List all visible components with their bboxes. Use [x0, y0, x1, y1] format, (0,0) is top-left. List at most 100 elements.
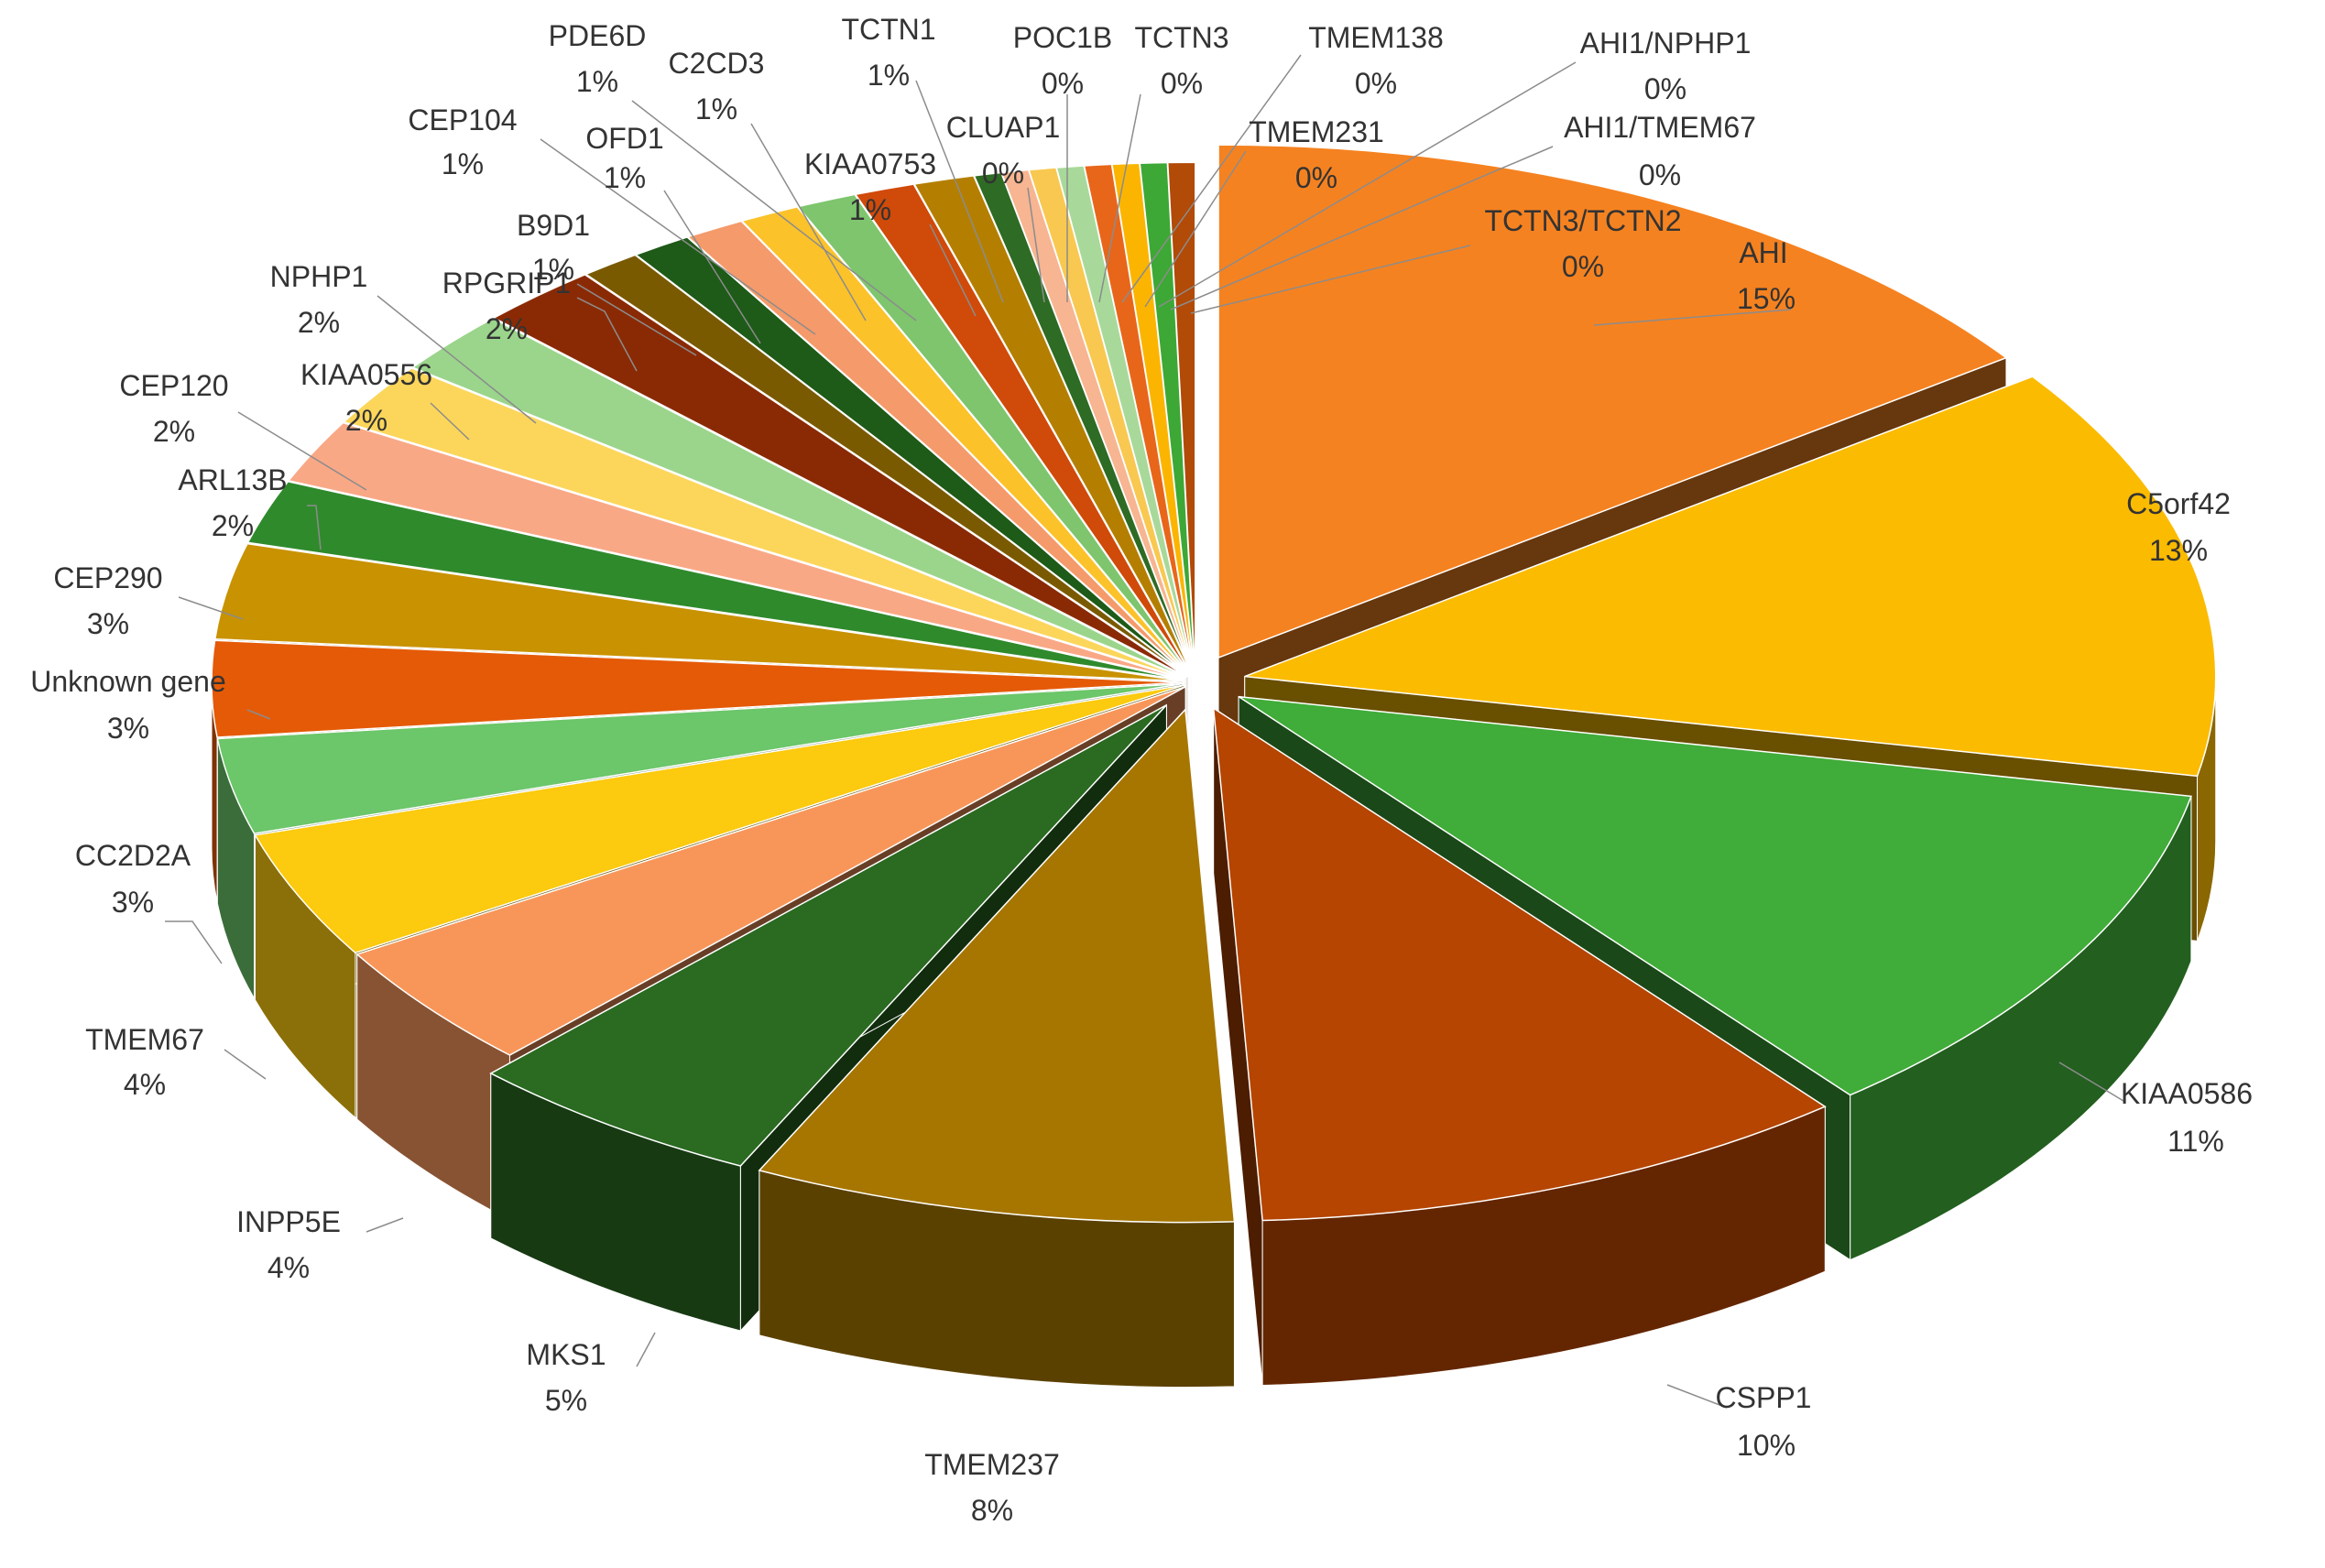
slice-label-kiaa0556: KIAA0556: [300, 358, 432, 391]
leader-line-c2cd3: [750, 123, 867, 321]
pie-slice-top: [287, 421, 1184, 681]
slice-percent-cc2d2a: 3%: [112, 886, 154, 919]
pie-slice-top: [1238, 695, 2192, 1096]
slice-label-b9d1: B9D1: [517, 209, 590, 242]
slice-percent-kiaa0586: 11%: [2167, 1125, 2224, 1158]
slice-label-ofd1: OFD1: [585, 122, 663, 155]
leader-line-tctn3: [1098, 93, 1141, 303]
labels-layer: AHI 15% C5orf42 13% KIAA0586 11% CSPP1 10% TMEM2…: [30, 13, 2253, 1527]
leader-line-kiaa0753: [929, 223, 977, 317]
slice-percent-ahi: 15%: [1737, 282, 1796, 315]
slice-percent-cluap1: 0%: [982, 157, 1024, 190]
pie-slice-top: [213, 542, 1184, 682]
slice-label-kiaa0753: KIAA0753: [804, 147, 936, 180]
leader-line-ahi1-tmem67: [1170, 146, 1554, 310]
slice-label-tmem67: TMEM67: [85, 1023, 204, 1056]
slice-percent-pde6d: 1%: [576, 65, 618, 98]
slice-percent-ahi1-tmem67: 0%: [1639, 158, 1681, 191]
slice-percent-rpgrip1: 2%: [486, 312, 528, 345]
slice-label-tctn1: TCTN1: [841, 13, 935, 46]
slice-percent-nphp1: 2%: [298, 306, 340, 339]
leader-line-pde6d: [631, 100, 917, 321]
slice-percent-unknown-gene: 3%: [107, 712, 149, 745]
leader-line-tctn1: [915, 80, 1004, 303]
leader-line-cep290: [178, 596, 244, 620]
slice-label-c5orf42: C5orf42: [2126, 487, 2231, 520]
pie-slice-top: [489, 704, 1167, 1167]
slice-percent-tctn3-tctn2: 0%: [1562, 250, 1604, 283]
slice-percent-cspp1: 10%: [1737, 1429, 1796, 1462]
slice-label-tctn3-tctn2: TCTN3/TCTN2: [1484, 204, 1681, 237]
slice-percent-tmem138: 0%: [1355, 67, 1397, 100]
slice-percent-tmem237: 8%: [971, 1494, 1013, 1527]
slice-label-poc1b: POC1B: [1013, 21, 1112, 54]
pie-slice-top: [854, 183, 1193, 677]
slice-label-kiaa0586: KIAA0586: [2121, 1077, 2253, 1110]
slice-label-c2cd3: C2CD3: [669, 47, 765, 80]
slice-label-cep120: CEP120: [119, 369, 228, 402]
slice-label-unknown-gene: Unknown gene: [30, 665, 225, 698]
pie-slice-top: [246, 480, 1184, 681]
pie-slice-tmem237: [758, 707, 1236, 1388]
leader-line-cc2d2a: [165, 920, 223, 964]
slice-label-tmem231: TMEM231: [1249, 115, 1384, 148]
slice-label-arl13b: ARL13B: [178, 463, 287, 496]
slice-label-inpp5e: INPP5E: [236, 1205, 341, 1238]
leader-line-ofd1: [663, 190, 761, 344]
pie-slice-top: [1244, 376, 2217, 778]
pie-slice-top: [1217, 144, 2008, 659]
slice-percent-tctn1: 1%: [868, 59, 910, 92]
slice-percent-inpp5e: 4%: [267, 1251, 310, 1284]
slice-percent-kiaa0556: 2%: [345, 404, 388, 437]
pie-slice-top: [912, 175, 1194, 676]
pie-slice-top: [584, 254, 1189, 678]
slices-layer: [211, 144, 2217, 1388]
slice-percent-kiaa0753: 1%: [849, 193, 891, 226]
slice-label-cc2d2a: CC2D2A: [75, 839, 191, 872]
slice-percent-cep120: 2%: [153, 415, 195, 448]
slice-label-cep104: CEP104: [408, 103, 517, 136]
leader-line-kiaa0586: [2058, 1062, 2124, 1102]
slice-label-cluap1: CLUAP1: [946, 111, 1061, 144]
leader-line-cep120: [237, 411, 367, 491]
pie-slice-top: [492, 274, 1188, 678]
leader-line-tctn3-tctn2: [1190, 245, 1471, 314]
pie-slice-top: [796, 193, 1192, 677]
slice-label-nphp1: NPHP1: [270, 260, 368, 293]
leader-line-ahi: [1593, 309, 1792, 326]
slice-percent-b9d1: 1%: [532, 253, 574, 286]
leader-line-cspp1: [1666, 1384, 1728, 1409]
slice-label-ahi: AHI: [1739, 236, 1787, 269]
slice-label-tmem237: TMEM237: [924, 1448, 1060, 1481]
leader-line-tmem231: [1144, 150, 1247, 308]
pie-slice-top: [211, 639, 1184, 738]
leader-line-kiaa0556: [430, 402, 470, 441]
pie-slice-top: [1212, 706, 1827, 1222]
slice-percent-c5orf42: 13%: [2149, 534, 2208, 567]
slice-label-mks1: MKS1: [526, 1338, 606, 1371]
slice-percent-poc1b: 0%: [1042, 67, 1084, 100]
slice-label-tmem138: TMEM138: [1308, 21, 1444, 54]
slice-label-rpgrip1: RPGRIP1: [442, 267, 571, 299]
leader-line-cluap1: [1027, 187, 1045, 303]
slice-percent-c2cd3: 1%: [695, 93, 737, 125]
slice-percent-cep104: 1%: [442, 147, 484, 180]
leader-line-unknown-gene: [246, 709, 271, 720]
slice-percent-tmem231: 0%: [1295, 161, 1337, 194]
slice-percent-mks1: 5%: [545, 1384, 587, 1417]
slice-percent-arl13b: 2%: [212, 509, 254, 542]
leader-line-inpp5e: [366, 1217, 404, 1233]
pie-slice-top: [758, 707, 1236, 1224]
leader-line-arl13b: [307, 505, 322, 550]
leader-lines-layer: [165, 54, 2124, 1409]
leader-line-nphp1: [377, 295, 537, 424]
pie-slice-top: [410, 317, 1186, 679]
pie-slice-top: [254, 684, 1184, 954]
slice-percent-ahi1-nphp1: 0%: [1644, 72, 1686, 105]
slice-label-cep290: CEP290: [53, 561, 162, 594]
pie-slice-cspp1: [1212, 706, 1827, 1387]
slice-label-ahi1-tmem67: AHI1/TMEM67: [1564, 111, 1756, 144]
leader-line-ahi1-nphp1: [1158, 61, 1577, 308]
pie-slice-top: [216, 682, 1184, 834]
